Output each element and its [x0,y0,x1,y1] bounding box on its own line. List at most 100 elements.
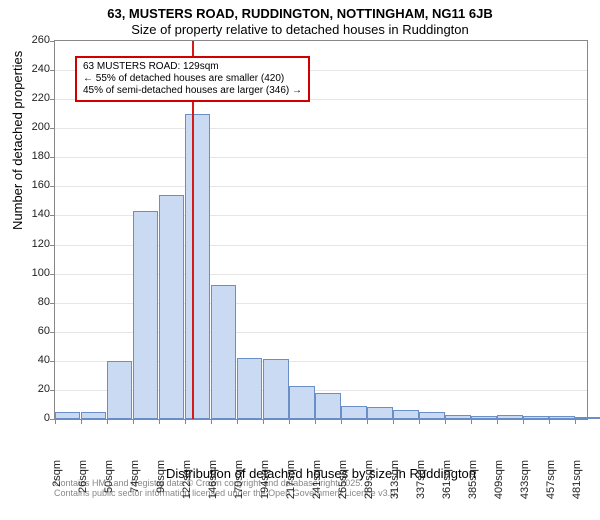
x-tick-label: 2sqm [51,460,63,520]
y-tick-mark [50,70,55,71]
y-tick-label: 240 [10,63,50,75]
y-tick-mark [50,99,55,100]
histogram-bar [341,406,366,419]
histogram-bar [549,416,574,419]
y-tick-mark [50,245,55,246]
x-tick-mark [497,419,498,424]
x-tick-mark [315,419,316,424]
x-tick-mark [471,419,472,424]
y-tick-label: 40 [10,354,50,366]
x-tick-mark [367,419,368,424]
x-tick-mark [445,419,446,424]
x-tick-label: 74sqm [129,460,141,520]
chart-title-line-1: 63, MUSTERS ROAD, RUDDINGTON, NOTTINGHAM… [0,6,600,21]
y-tick-mark [50,274,55,275]
x-tick-mark [133,419,134,424]
histogram-bar [315,393,340,419]
y-tick-mark [50,215,55,216]
y-tick-label: 0 [10,412,50,424]
x-tick-mark [419,419,420,424]
x-tick-label: 194sqm [259,460,271,520]
histogram-bar [237,358,262,419]
histogram-bar [471,416,496,419]
histogram-bar [445,415,470,419]
annotation-line: ← 55% of detached houses are smaller (42… [83,73,302,85]
x-tick-mark [159,419,160,424]
y-tick-mark [50,41,55,42]
x-tick-mark [55,419,56,424]
gridline-horizontal [55,186,587,187]
x-tick-label: 409sqm [493,460,505,520]
x-tick-mark [393,419,394,424]
x-tick-label: 457sqm [545,460,557,520]
y-tick-label: 180 [10,150,50,162]
chart-plot-area: 63 MUSTERS ROAD: 129sqm← 55% of detached… [54,40,588,420]
x-tick-label: 385sqm [467,460,479,520]
histogram-bar [497,415,522,419]
x-tick-label: 265sqm [337,460,349,520]
histogram-bar [367,407,392,419]
x-tick-label: 50sqm [103,460,115,520]
y-tick-label: 160 [10,179,50,191]
x-tick-mark [237,419,238,424]
histogram-bar [185,114,210,419]
annotation-box: 63 MUSTERS ROAD: 129sqm← 55% of detached… [75,56,310,102]
x-tick-mark [575,419,576,424]
x-tick-label: 313sqm [389,460,401,520]
histogram-bar [55,412,80,419]
x-tick-mark [185,419,186,424]
y-tick-mark [50,186,55,187]
x-tick-label: 241sqm [311,460,323,520]
histogram-bar [133,211,158,419]
gridline-horizontal [55,128,587,129]
histogram-bar [159,195,184,419]
annotation-line: 63 MUSTERS ROAD: 129sqm [83,61,302,73]
y-tick-label: 200 [10,121,50,133]
x-tick-label: 361sqm [441,460,453,520]
x-tick-label: 122sqm [181,460,193,520]
y-tick-label: 80 [10,296,50,308]
y-tick-mark [50,361,55,362]
x-tick-label: 289sqm [363,460,375,520]
x-tick-mark [549,419,550,424]
histogram-bar [575,417,600,419]
x-tick-label: 481sqm [571,460,583,520]
y-tick-label: 100 [10,267,50,279]
x-tick-mark [211,419,212,424]
histogram-bar [211,285,236,419]
x-tick-mark [81,419,82,424]
histogram-bar [263,359,288,419]
histogram-bar [393,410,418,419]
histogram-bar [107,361,132,419]
x-tick-mark [523,419,524,424]
x-tick-label: 26sqm [77,460,89,520]
gridline-horizontal [55,157,587,158]
x-tick-label: 98sqm [155,460,167,520]
chart-title-line-2: Size of property relative to detached ho… [0,22,600,37]
y-axis-title: Number of detached properties [10,51,25,230]
histogram-bar [419,412,444,419]
x-tick-mark [289,419,290,424]
y-tick-label: 260 [10,34,50,46]
x-tick-label: 433sqm [519,460,531,520]
y-tick-label: 120 [10,238,50,250]
x-tick-label: 170sqm [233,460,245,520]
y-tick-mark [50,390,55,391]
x-tick-mark [107,419,108,424]
histogram-bar [81,412,106,419]
y-tick-label: 220 [10,92,50,104]
x-tick-label: 146sqm [207,460,219,520]
histogram-bar [523,416,548,419]
x-tick-label: 337sqm [415,460,427,520]
x-tick-label: 217sqm [285,460,297,520]
y-tick-label: 20 [10,383,50,395]
x-tick-mark [263,419,264,424]
y-tick-label: 60 [10,325,50,337]
y-tick-mark [50,128,55,129]
histogram-bar [289,386,314,419]
y-tick-mark [50,303,55,304]
y-tick-mark [50,332,55,333]
y-tick-mark [50,157,55,158]
y-tick-label: 140 [10,208,50,220]
annotation-line: 45% of semi-detached houses are larger (… [83,85,302,97]
